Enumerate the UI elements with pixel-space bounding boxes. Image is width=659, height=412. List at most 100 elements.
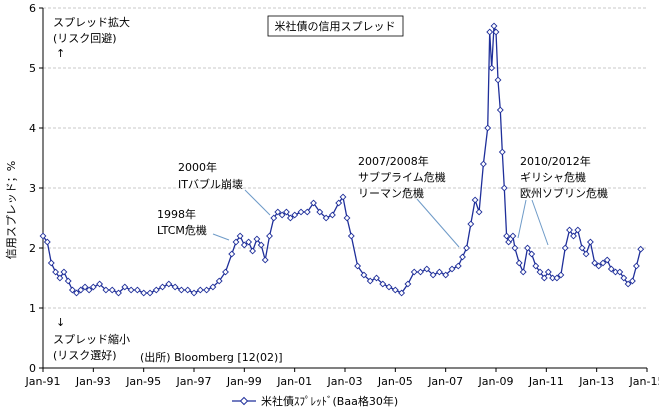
data-point xyxy=(228,250,236,258)
data-point xyxy=(503,232,511,240)
data-point xyxy=(89,283,97,291)
data-point xyxy=(257,241,265,249)
data-point xyxy=(335,199,343,207)
data-point xyxy=(479,160,487,168)
legend-marker-swatch xyxy=(239,396,249,406)
annotation-2010-line1: 2010/2012年 xyxy=(520,154,591,168)
data-point xyxy=(77,286,85,294)
annotation-narrow-line1: スプレッド縮小 xyxy=(53,332,130,346)
data-point xyxy=(159,283,166,291)
data-point xyxy=(423,265,431,273)
annotation-widen-line1: スプレッド拡大 xyxy=(53,15,130,29)
data-point xyxy=(81,283,89,291)
x-tick-label-Jan-99: Jan-99 xyxy=(226,375,262,388)
annotation-1998-line1: 1998年 xyxy=(157,207,196,221)
data-point xyxy=(140,289,148,297)
annotation-widen-arrow: ↑ xyxy=(56,47,65,60)
data-point xyxy=(73,289,80,297)
x-tick-label-Jan-01: Jan-01 xyxy=(276,375,312,388)
data-point xyxy=(391,286,399,294)
data-point xyxy=(442,271,450,279)
y-tick-label-5: 5 xyxy=(29,62,36,75)
y-tick-labels: 0 1 2 3 4 5 6 xyxy=(29,2,36,375)
data-point xyxy=(595,262,603,270)
data-point xyxy=(108,286,116,294)
x-tick-label-Jan-11: Jan-11 xyxy=(528,375,564,388)
data-point xyxy=(524,244,531,252)
data-point xyxy=(624,280,632,288)
data-point xyxy=(500,184,508,192)
data-point xyxy=(578,244,586,252)
data-point xyxy=(566,226,573,234)
data-point xyxy=(43,238,51,246)
x-tick-label-Jan-15: Jan-15 xyxy=(629,375,659,388)
y-tick-label-4: 4 xyxy=(29,122,36,135)
y-tick-label-3: 3 xyxy=(29,182,36,195)
grid-lines xyxy=(43,7,647,309)
data-point xyxy=(448,265,456,273)
data-point xyxy=(232,238,240,246)
annotation-widen-line2: (リスク回避) xyxy=(53,31,117,45)
data-point xyxy=(339,193,347,201)
x-tick-label-Jan-93: Jan-93 xyxy=(75,375,111,388)
data-point xyxy=(570,232,577,240)
annotation-2000-leader xyxy=(244,189,271,216)
data-point xyxy=(488,64,496,72)
data-point xyxy=(373,274,380,282)
data-point xyxy=(628,277,636,285)
data-point xyxy=(532,262,540,270)
data-point xyxy=(121,283,129,291)
data-point xyxy=(515,259,523,267)
data-point xyxy=(561,244,569,252)
data-point xyxy=(56,274,64,282)
data-point xyxy=(582,250,590,258)
data-point xyxy=(494,76,502,84)
data-point xyxy=(165,280,173,288)
data-point xyxy=(249,247,257,255)
data-point xyxy=(343,214,351,222)
x-tick-labels: Jan-91 Jan-93 Jan-95 Jan-97 Jan-99 Jan-01 Jan-… xyxy=(25,375,659,388)
data-point xyxy=(203,286,211,294)
legend-label: 米社債ｽﾌﾟﾚｯﾄﾞ(Baa格30年) xyxy=(261,394,398,408)
data-point xyxy=(297,208,305,216)
data-point xyxy=(471,196,479,204)
data-point xyxy=(616,268,624,276)
source-note: (出所) Bloomberg [12(02)] xyxy=(140,350,283,364)
data-point xyxy=(557,271,565,279)
data-point xyxy=(385,283,393,291)
data-point xyxy=(303,208,311,216)
data-point xyxy=(96,280,104,288)
data-point xyxy=(398,289,406,297)
data-point xyxy=(245,238,253,246)
data-point xyxy=(496,106,504,114)
data-point xyxy=(328,211,336,219)
y-tick-label-6: 6 xyxy=(29,2,36,15)
data-point xyxy=(586,238,594,246)
annotation-2007-line2: サブプライム危機 xyxy=(358,170,446,184)
data-point xyxy=(261,256,269,264)
annotation-1998-line2: LTCM危機 xyxy=(157,223,207,237)
data-point xyxy=(459,253,466,261)
data-point xyxy=(429,271,437,279)
data-point xyxy=(270,214,278,222)
data-point xyxy=(60,268,68,276)
data-point xyxy=(607,265,615,273)
data-point xyxy=(68,286,76,294)
y-tick-label-2: 2 xyxy=(29,242,36,255)
annotation-1998-leader xyxy=(212,233,230,241)
data-point xyxy=(454,262,462,270)
x-tick-label-Jan-91: Jan-91 xyxy=(25,375,61,388)
data-point xyxy=(240,241,248,249)
data-point xyxy=(417,268,424,276)
data-point xyxy=(366,277,374,285)
data-point xyxy=(435,268,443,276)
data-point xyxy=(52,268,60,276)
data-point xyxy=(599,259,607,267)
x-tick-label-Jan-05: Jan-05 xyxy=(377,375,413,388)
data-point xyxy=(266,232,273,240)
data-point xyxy=(133,286,141,294)
series-markers xyxy=(39,22,645,297)
annotation-narrow-line2: (リスク選好) xyxy=(53,348,117,362)
